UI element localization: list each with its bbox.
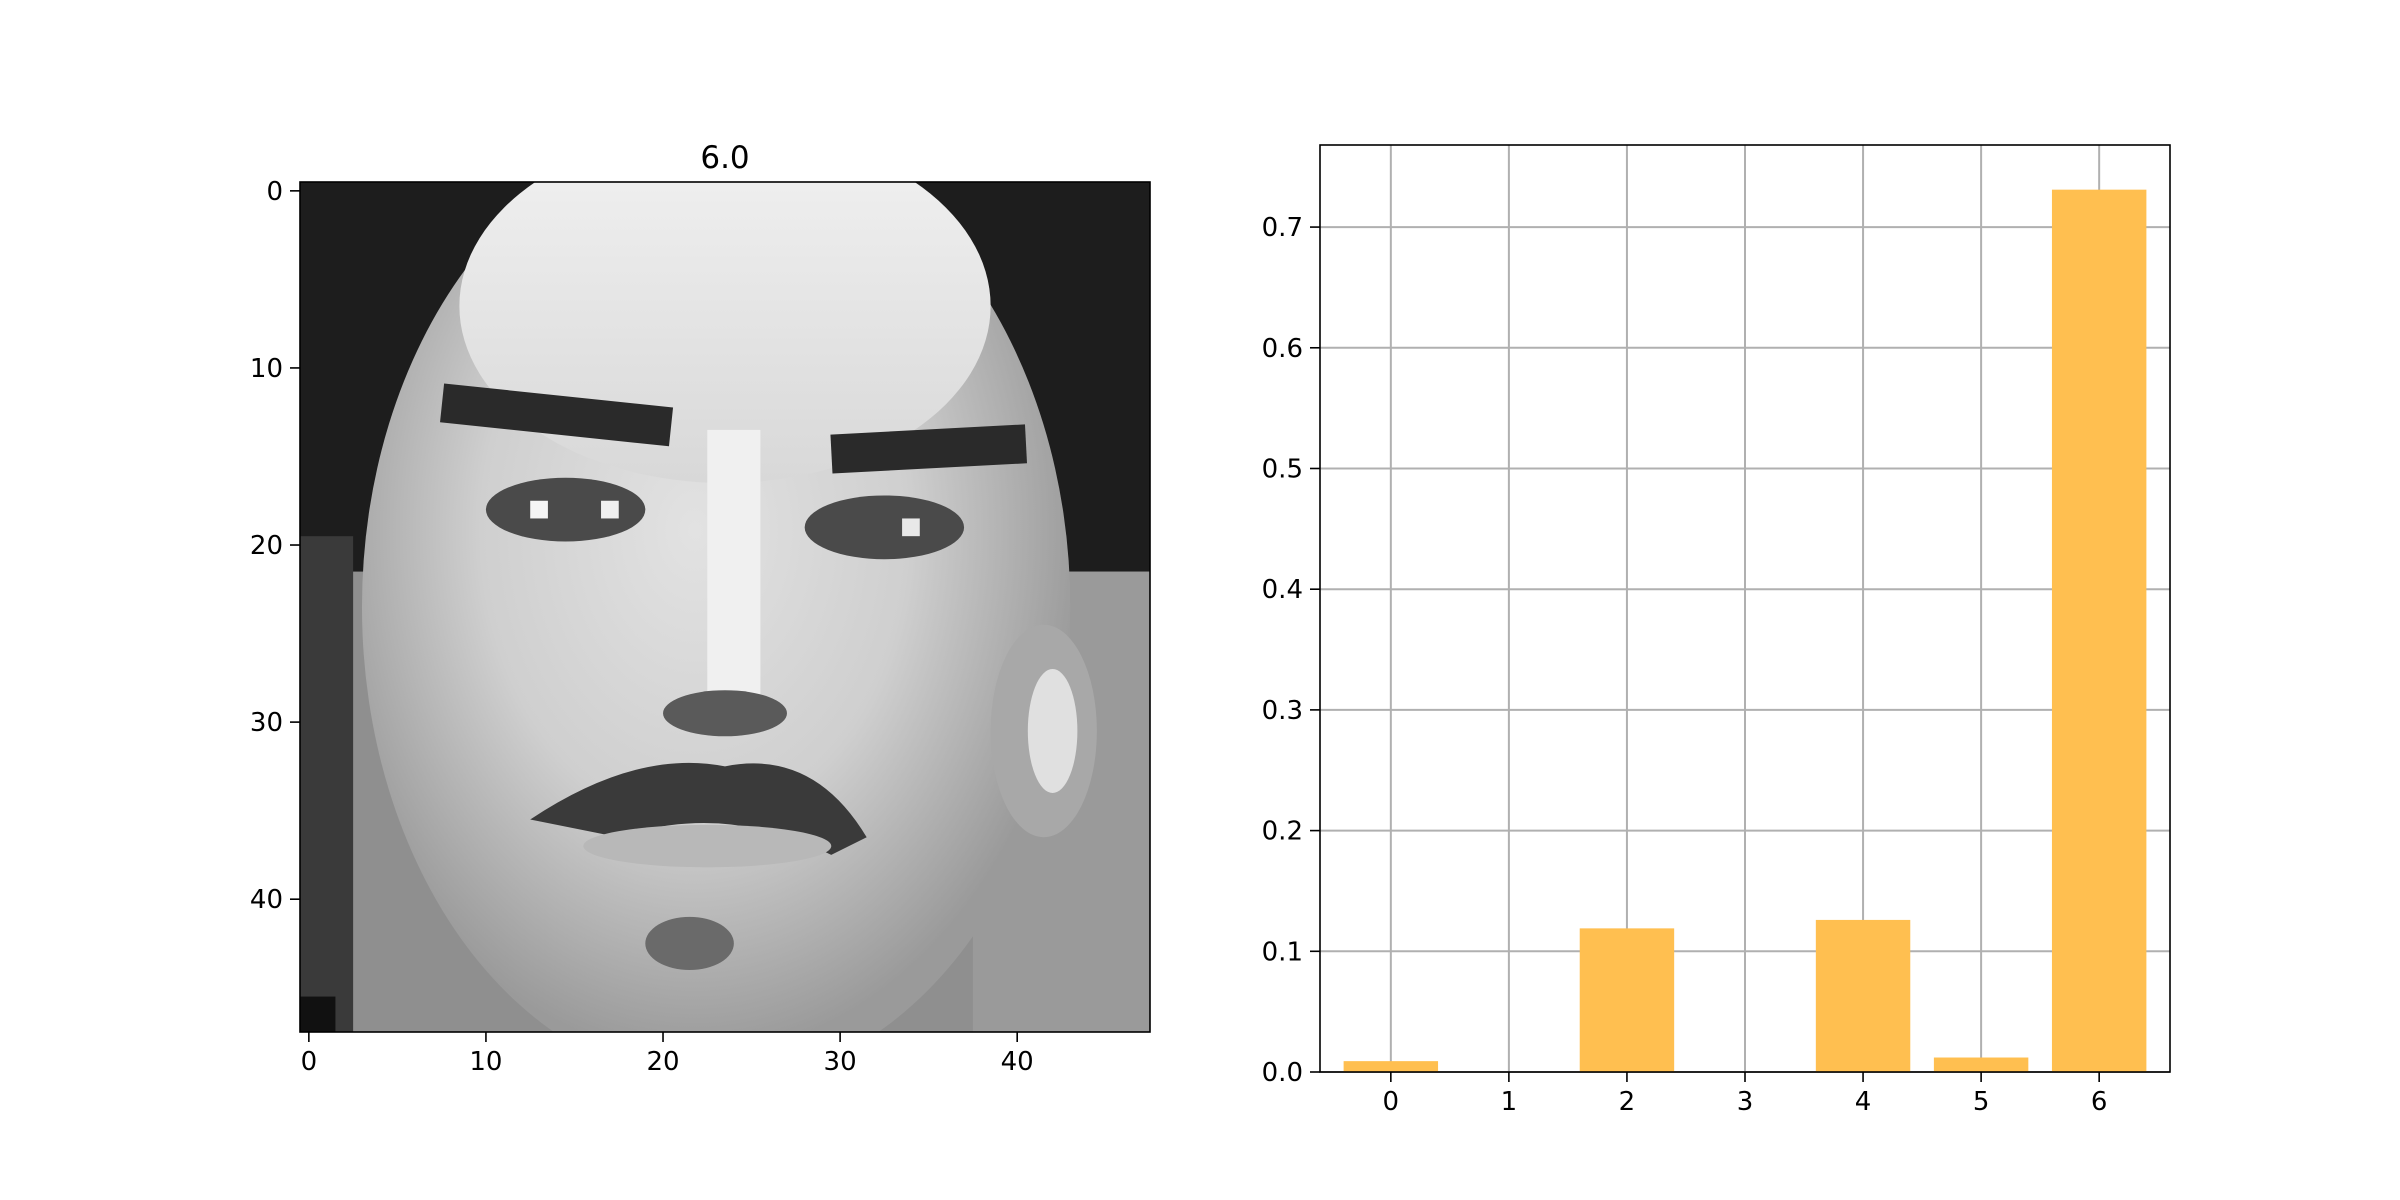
- bottom-left-corner: [300, 996, 336, 1032]
- bar-y-tick-label: 0.7: [1262, 213, 1303, 243]
- bar-x-tick-label: 3: [1737, 1087, 1754, 1117]
- left-eyebrow: [440, 383, 674, 447]
- image-x-axis: 0 10 20 30 40: [301, 1032, 1034, 1077]
- ear-light: [1027, 668, 1078, 793]
- bar-x-tick-label: 5: [1973, 1087, 1990, 1117]
- image-panel: 6.0: [250, 140, 1151, 1077]
- image-x-tick-label: 0: [301, 1047, 318, 1077]
- bar-0: [1343, 1061, 1439, 1072]
- bar-y-tick-label: 0.6: [1262, 334, 1303, 364]
- bar-5: [1933, 1057, 2029, 1072]
- bar-chart-y-axis: 0.0 0.1 0.2 0.3 0.4 0.5 0.6 0.7: [1262, 213, 1320, 1088]
- image-x-tick-label: 30: [824, 1047, 857, 1077]
- face-image: [300, 182, 1150, 1032]
- image-y-tick-label: 30: [250, 708, 283, 738]
- bar-y-tick-label: 0.0: [1262, 1058, 1303, 1088]
- bar-y-tick-label: 0.2: [1262, 817, 1303, 847]
- bar-y-tick-label: 0.5: [1262, 454, 1303, 484]
- bar-y-tick-label: 0.1: [1262, 937, 1303, 967]
- bar-x-tick-label: 2: [1619, 1087, 1636, 1117]
- image-y-tick-label: 40: [250, 885, 283, 915]
- bar-chart-bars: [1343, 189, 2147, 1072]
- nose-bridge: [707, 429, 761, 696]
- bar-chart-x-axis: 0 1 2 3 4 5 6: [1383, 1072, 2108, 1117]
- bar-2: [1579, 928, 1675, 1072]
- image-x-tick-label: 10: [469, 1047, 502, 1077]
- image-y-tick-label: 20: [250, 531, 283, 561]
- bar-chart-panel: 0 1 2 3 4 5 6 0.0 0.1 0.2 0.3 0.4 0.5 0.6 0.7: [1262, 144, 2171, 1117]
- left-eye: [485, 477, 646, 542]
- left-eye-highlight-2: [601, 500, 619, 519]
- bar-x-tick-label: 4: [1855, 1087, 1872, 1117]
- right-eye: [804, 495, 965, 560]
- bar-x-tick-label: 6: [2091, 1087, 2108, 1117]
- right-eye-highlight: [902, 518, 920, 537]
- bar-6: [2051, 189, 2147, 1072]
- bar-y-tick-label: 0.3: [1262, 696, 1303, 726]
- bar-4: [1815, 919, 1911, 1072]
- image-x-tick-label: 40: [1001, 1047, 1034, 1077]
- lips: [583, 824, 832, 868]
- image-title: 6.0: [700, 140, 749, 176]
- bar-x-tick-label: 0: [1383, 1087, 1400, 1117]
- nose-tip: [663, 690, 787, 737]
- image-y-axis: 0 10 20 30 40: [250, 177, 300, 915]
- image-y-tick-label: 10: [250, 354, 283, 384]
- bar-y-tick-label: 0.4: [1262, 575, 1303, 605]
- chin-shadow: [645, 916, 734, 971]
- left-dark-edge: [300, 536, 354, 1032]
- bar-x-tick-label: 1: [1501, 1087, 1518, 1117]
- image-y-tick-label: 0: [266, 177, 283, 207]
- right-eyebrow: [830, 424, 1028, 474]
- left-eye-highlight: [530, 500, 548, 519]
- image-x-tick-label: 20: [646, 1047, 679, 1077]
- image-frame: [299, 181, 1151, 1033]
